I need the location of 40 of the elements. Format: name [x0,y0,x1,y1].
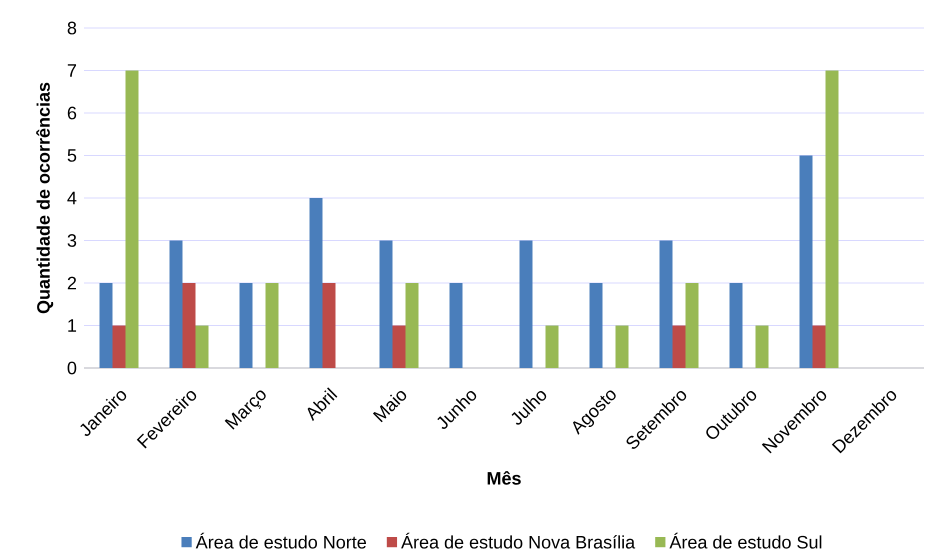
y-tick-label: 0 [68,362,76,374]
y-axis-title: Quantidade de ocorrências [36,82,54,314]
bar [450,283,463,368]
x-axis-title: Mês [488,471,521,485]
bar [196,326,209,368]
legend-label: Área de estudo Sul [669,532,822,549]
bar [590,283,603,368]
bar [406,283,419,368]
y-tick-label: 4 [67,192,76,204]
y-tick-label: 8 [68,22,76,34]
bar [392,326,406,368]
bar [170,240,182,368]
y-tick-label: 7 [68,64,76,77]
bar [380,240,393,368]
bar [240,283,253,368]
bar [672,326,686,368]
bar [756,326,769,368]
bar [322,283,336,368]
y-tick-label: 1 [68,319,76,332]
bar [310,198,322,368]
bar [520,240,532,368]
bar [546,326,559,368]
bar [660,240,673,368]
bar [266,283,278,368]
bar [112,326,126,368]
bar [616,326,629,368]
bar [182,283,196,368]
y-tick-label: 2 [68,276,76,290]
bar [730,283,743,368]
bar [826,70,838,368]
bar [686,283,699,368]
y-tick-label: 6 [68,106,76,120]
legend-label: Área de estudo Nova Brasília [401,532,636,549]
y-tick-label: 5 [68,149,76,162]
bar [800,156,813,368]
bar [812,326,826,368]
y-tick-label: 3 [68,234,76,247]
legend-label: Área de estudo Norte [196,532,366,549]
bar [100,283,112,368]
bar [126,70,138,368]
